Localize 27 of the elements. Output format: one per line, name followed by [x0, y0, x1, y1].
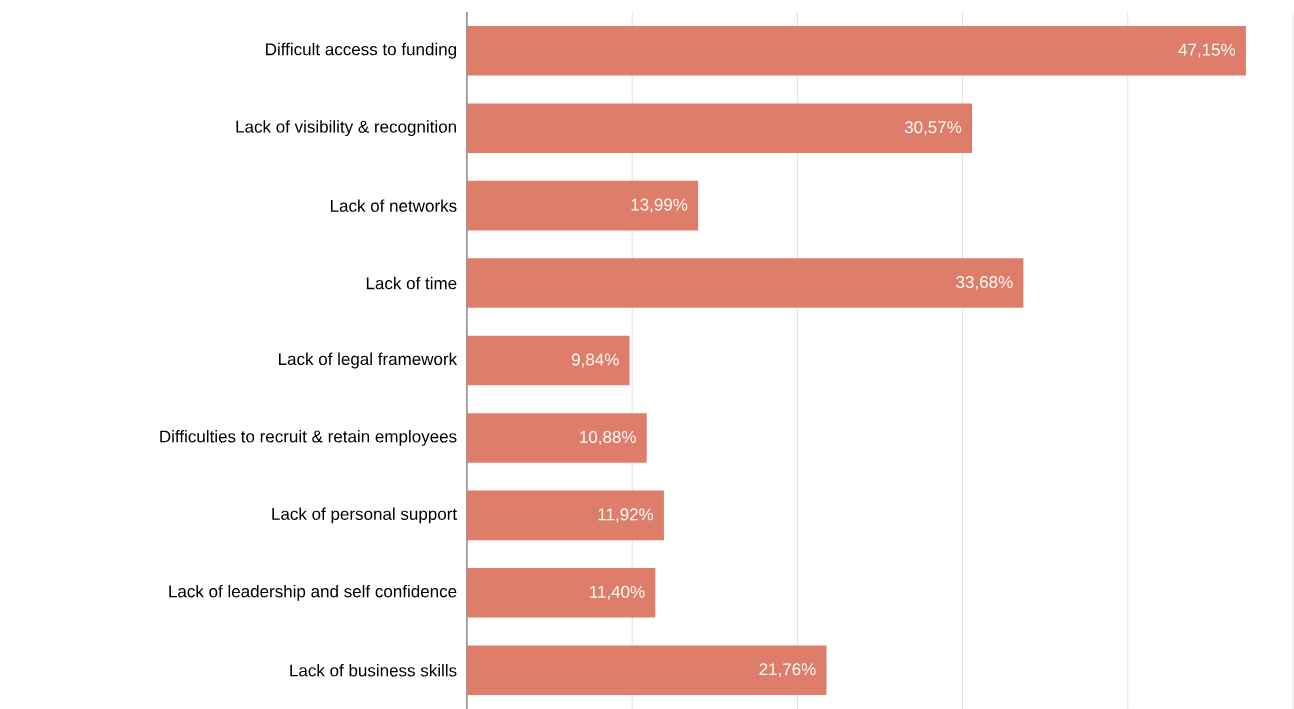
y-tick-label: Lack of leadership and self confidence: [169, 584, 457, 601]
bar: [467, 25, 1246, 76]
y-tick-label: Lack of visibility & recognition: [236, 120, 456, 137]
bar: [467, 180, 699, 231]
bar: [467, 413, 647, 463]
data-label: 33,68%: [956, 276, 1013, 291]
data-label: 13,99%: [631, 198, 688, 213]
data-label: 47,15%: [1178, 43, 1236, 58]
y-tick-label: Lack of personal support: [272, 507, 457, 524]
y-tick-label: Lack of legal framework: [279, 352, 458, 369]
data-label: 10,88%: [580, 430, 636, 445]
data-label: 11,92%: [598, 508, 654, 523]
y-tick-label: Difficulties to recruit & retain employees: [160, 430, 457, 446]
y-tick-label: Lack of time: [366, 276, 457, 290]
data-label: 11,40%: [590, 585, 645, 600]
bar: [467, 645, 827, 696]
data-label: 30,57%: [904, 121, 962, 136]
bar: [467, 103, 973, 153]
y-tick-label: Difficult access to funding: [266, 42, 457, 59]
bar: [467, 568, 656, 618]
data-label: 21,76%: [759, 663, 816, 678]
bar: [467, 490, 664, 541]
bar: [467, 335, 630, 386]
bar: [467, 258, 1024, 308]
y-tick-label: Lack of business skills: [290, 664, 457, 677]
y-tick-label: Lack of networks: [330, 199, 457, 212]
data-label: 9,84%: [571, 353, 619, 368]
